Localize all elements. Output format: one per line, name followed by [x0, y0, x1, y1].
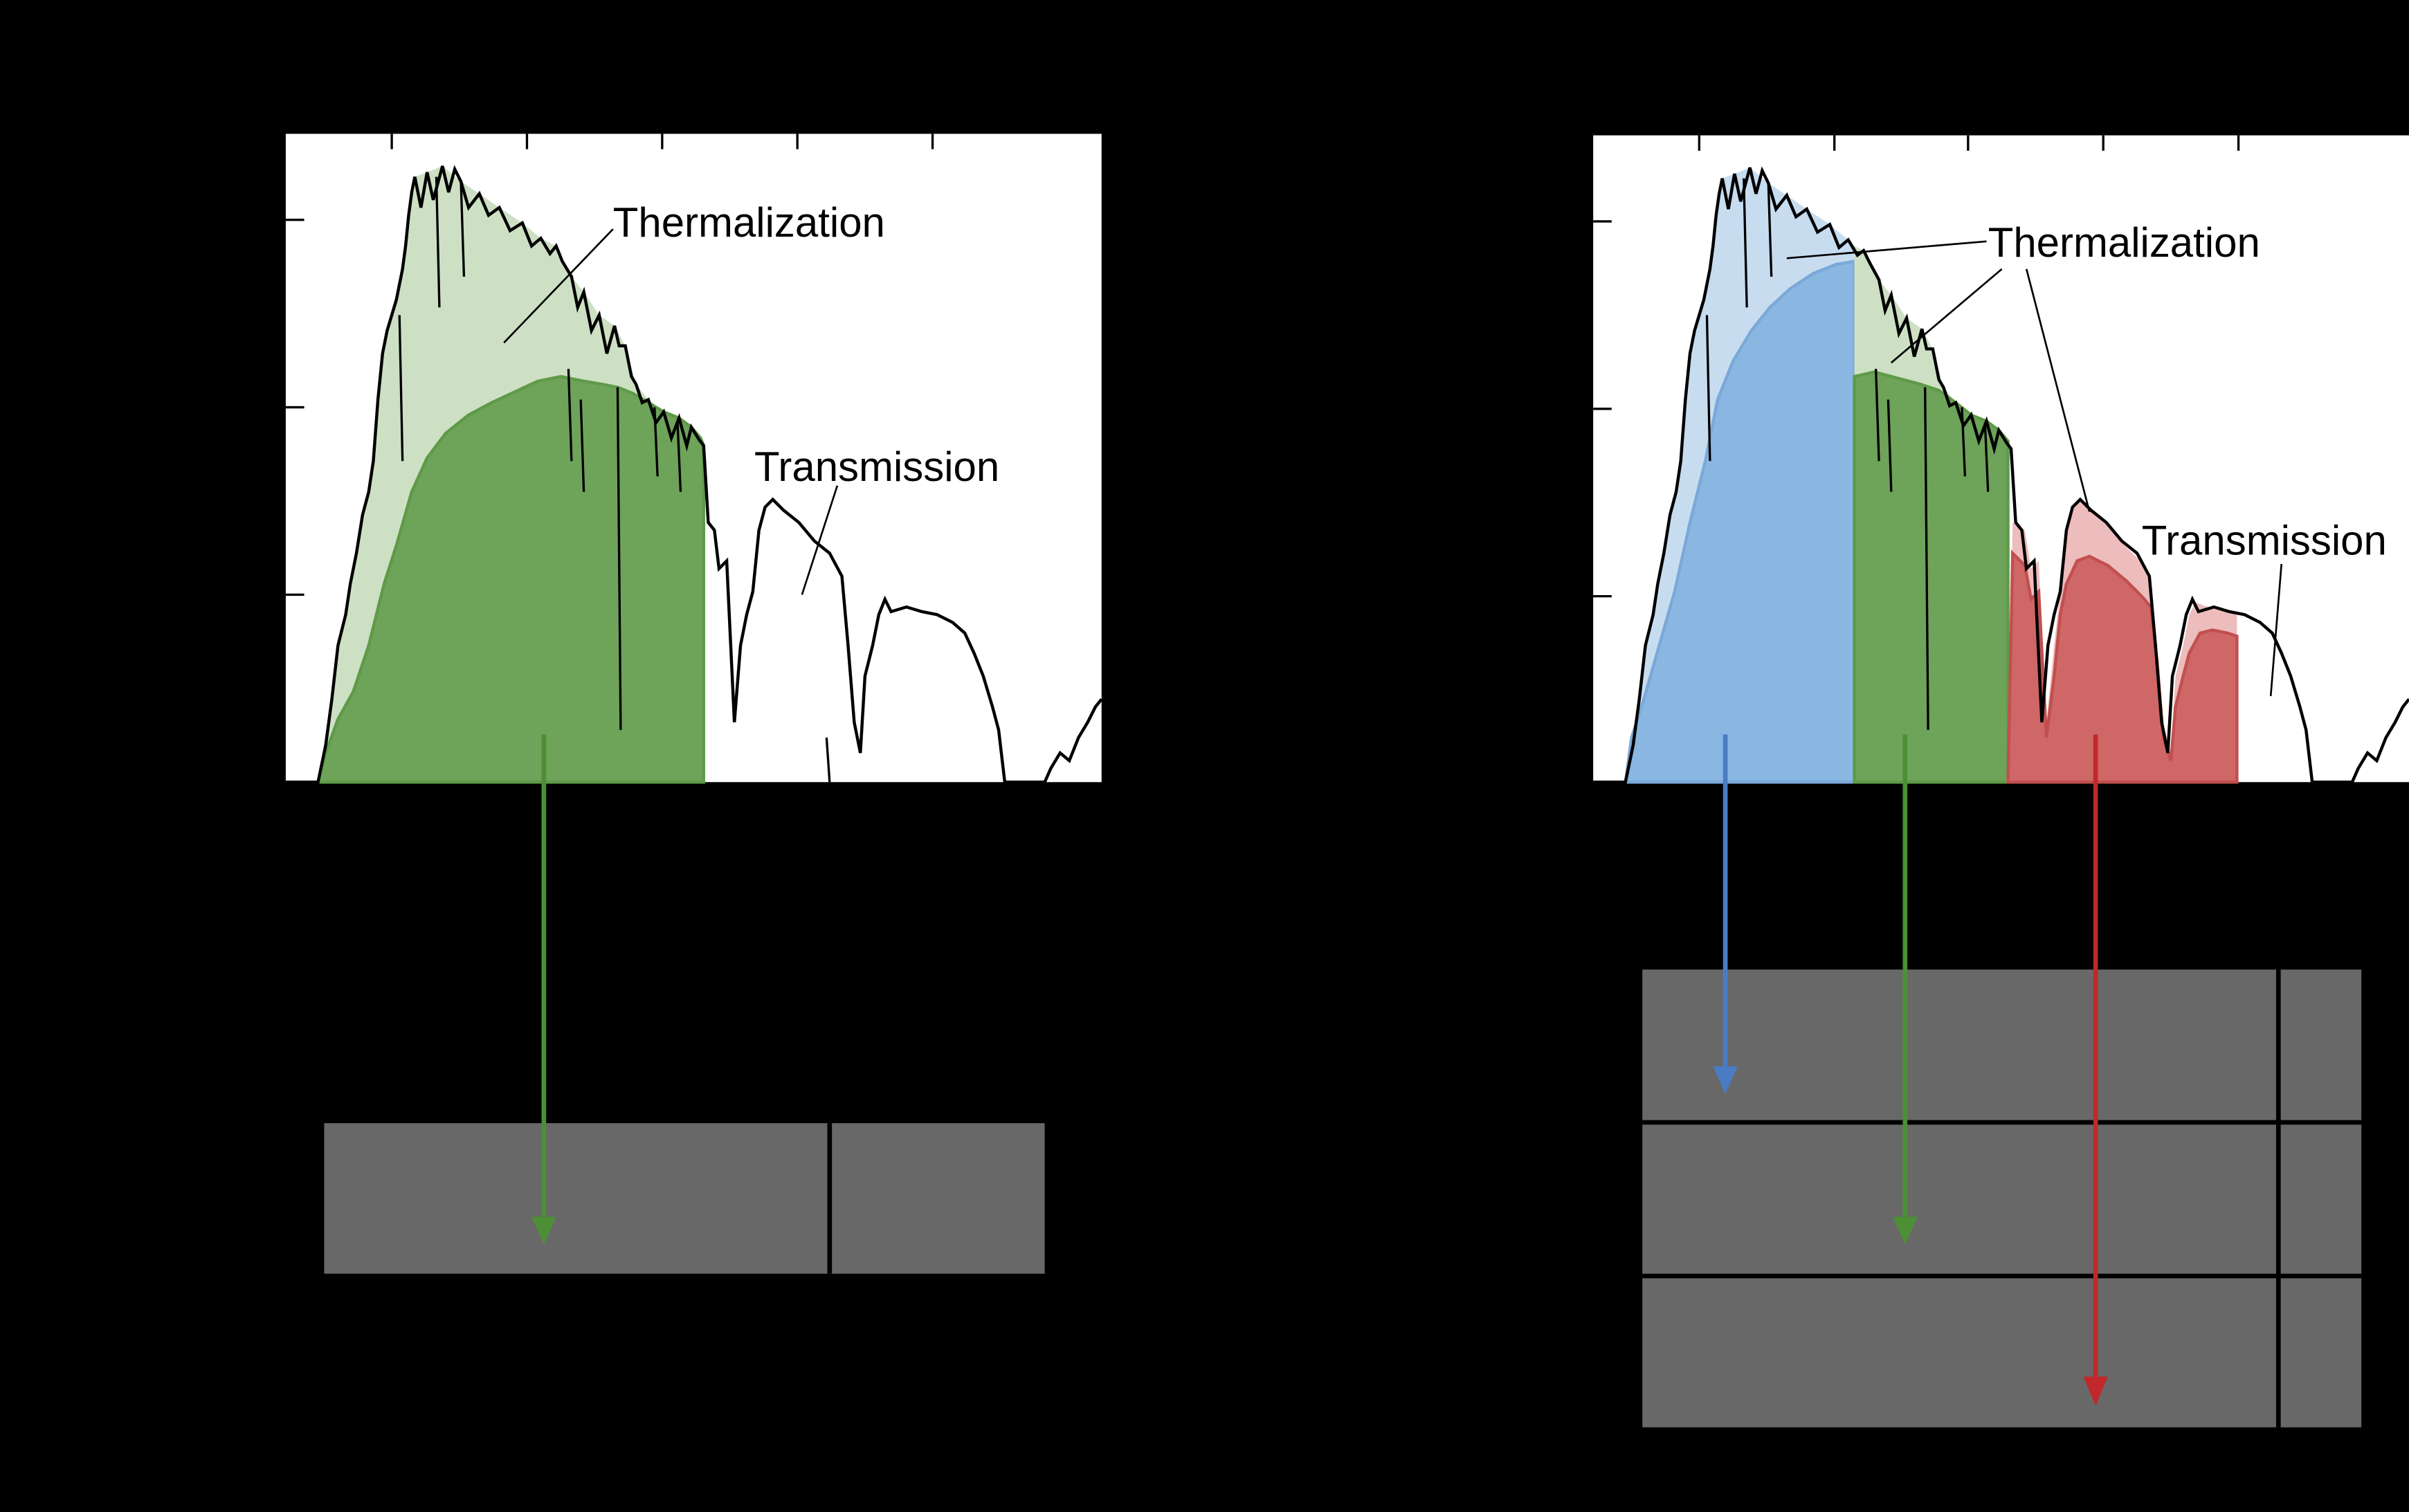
left-absorbed-band [316, 374, 705, 784]
right-blue-absorbed-band [1624, 259, 1856, 784]
right-transmission-leader [2269, 563, 2283, 697]
left-green-arrowhead [531, 1217, 556, 1245]
left-transmission-label: Transmission [754, 444, 999, 490]
right-green-arrow [1893, 734, 1918, 1245]
left-single-junction-cell [324, 1123, 1045, 1274]
right-cell-top-junction [1642, 969, 2362, 1122]
right-cell-bottom-junction [1642, 1277, 2362, 1428]
right-spectrum-panel: Thermalization Transmission [1593, 135, 2409, 784]
right-thermalization-leaders [1786, 240, 2091, 512]
left-cell-layer [324, 1123, 1045, 1274]
left-thermalization-leader [503, 228, 614, 344]
right-multi-junction-cell [1642, 969, 2362, 1428]
right-blue-arrow [1713, 734, 1738, 1094]
left-axis-ticks [285, 134, 934, 596]
right-red-arrow [2083, 734, 2108, 1406]
right-red-absorbed-band [2006, 549, 2239, 784]
left-spectrum-panel: Thermalization Transmission [285, 134, 1103, 784]
left-green-arrow [531, 734, 556, 1245]
right-cell-middle-junction [1642, 1123, 2362, 1275]
right-green-arrowhead [1893, 1217, 1918, 1245]
left-thermalization-label: Thermalization [613, 199, 885, 246]
left-transmission-leader [801, 485, 839, 595]
right-axis-ticks [1593, 135, 2240, 598]
right-transmission-label: Transmission [2142, 518, 2387, 564]
left-spectrum-dips [398, 176, 831, 783]
right-blue-arrowhead [1713, 1066, 1738, 1094]
right-spectrum-dips [1705, 178, 1990, 730]
right-spectrum-curve [1593, 166, 2409, 784]
left-spectrum-curve [285, 165, 1103, 784]
right-red-arrowhead [2083, 1376, 2108, 1406]
right-thermalization-label: Thermalization [1988, 219, 2260, 266]
